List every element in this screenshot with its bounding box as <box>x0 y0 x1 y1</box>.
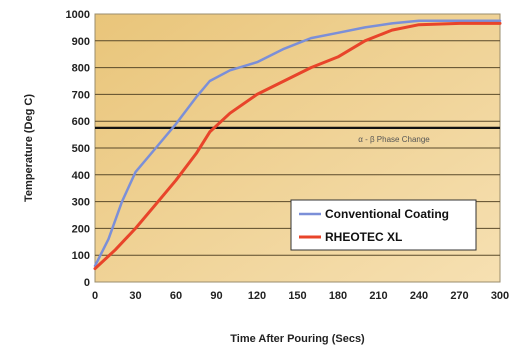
y-tick-labels: 0 100 200 300 400 500 600 700 800 900 1000 <box>66 9 90 289</box>
x-tick-label: 240 <box>410 290 428 302</box>
y-tick-label: 1000 <box>66 9 90 21</box>
x-tick-label: 300 <box>491 290 509 302</box>
series-line-1 <box>93 21 502 271</box>
x-tick-label: 270 <box>450 290 468 302</box>
y-tick-label: 0 <box>84 277 90 289</box>
y-axis-title: Temperature (Deg C) <box>23 94 35 202</box>
x-tick-label: 150 <box>288 290 306 302</box>
y-tick-label: 500 <box>72 143 90 155</box>
y-tick-label: 100 <box>72 250 90 262</box>
x-tick-label: 90 <box>210 290 222 302</box>
legend-label-conventional: Conventional Coating <box>325 207 449 221</box>
legend-box <box>290 199 477 251</box>
legend: Conventional Coating RHEOTEC XL <box>290 199 477 251</box>
x-axis-title: Time After Pouring (Secs) <box>230 333 365 345</box>
y-tick-label: 400 <box>72 170 90 182</box>
x-tick-label: 180 <box>329 290 347 302</box>
x-tick-label: 30 <box>129 290 141 302</box>
reference-line-label: α - β Phase Change <box>358 135 430 144</box>
x-tick-labels: 0 30 60 90 120 150 180 210 240 270 300 <box>92 290 509 302</box>
y-tick-label: 600 <box>72 116 90 128</box>
reference-line-group: α - β Phase Change <box>95 126 500 144</box>
x-tick-label: 210 <box>369 290 387 302</box>
gridlines <box>95 40 500 256</box>
y-tick-label: 300 <box>72 197 90 209</box>
x-tick-label: 0 <box>92 290 98 302</box>
y-tick-label: 700 <box>72 89 90 101</box>
legend-label-rheotec: RHEOTEC XL <box>325 230 402 244</box>
series-line-0 <box>93 19 502 268</box>
x-tick-label: 120 <box>248 290 266 302</box>
x-tick-label: 60 <box>170 290 182 302</box>
y-tick-label: 800 <box>72 63 90 75</box>
y-tick-label: 900 <box>72 36 90 48</box>
series-lines <box>93 19 502 271</box>
y-tick-label: 200 <box>72 223 90 235</box>
